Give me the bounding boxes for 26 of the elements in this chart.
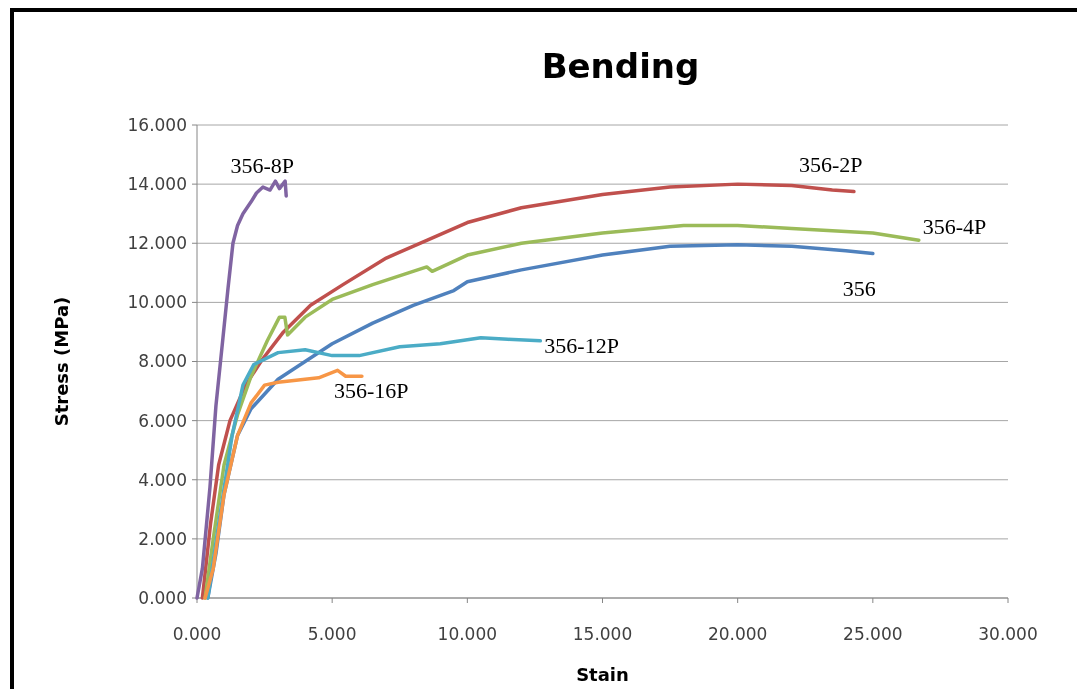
y-tick-label: 10.000 bbox=[127, 292, 187, 313]
x-tick-label: 10.000 bbox=[437, 624, 498, 644]
series-label: 356-4P bbox=[922, 214, 987, 240]
y-tick-label: 16.000 bbox=[127, 114, 187, 135]
y-tick-label: 12.000 bbox=[127, 233, 187, 254]
x-tick-label: 25.000 bbox=[843, 624, 903, 644]
x-tick-label: 30.000 bbox=[978, 624, 1038, 644]
y-tick-label: 8.000 bbox=[138, 351, 187, 372]
series-label: 356-2P bbox=[798, 151, 863, 177]
x-tick-label: 0.000 bbox=[172, 624, 222, 644]
x-tick-label: 5.000 bbox=[307, 624, 357, 644]
y-tick-label: 4.000 bbox=[138, 469, 187, 490]
x-axis-title: Stain bbox=[576, 664, 629, 685]
chart-title: Bending bbox=[541, 46, 700, 86]
y-tick-label: 0.000 bbox=[138, 587, 187, 608]
y-tick-label: 6.000 bbox=[138, 410, 187, 431]
y-tick-label: 2.000 bbox=[138, 528, 187, 549]
x-tick-label: 20.000 bbox=[707, 624, 768, 644]
x-tick-label: 15.000 bbox=[572, 624, 633, 644]
series-label: 356-12P bbox=[544, 332, 619, 358]
series-label: 356-8P bbox=[230, 153, 294, 179]
series-label: 356-16P bbox=[333, 378, 409, 404]
line-series bbox=[195, 179, 288, 600]
series-label: 356 bbox=[842, 275, 876, 301]
y-axis-title: Stress (MPa) bbox=[51, 296, 72, 427]
y-tick-label: 14.000 bbox=[127, 174, 187, 195]
